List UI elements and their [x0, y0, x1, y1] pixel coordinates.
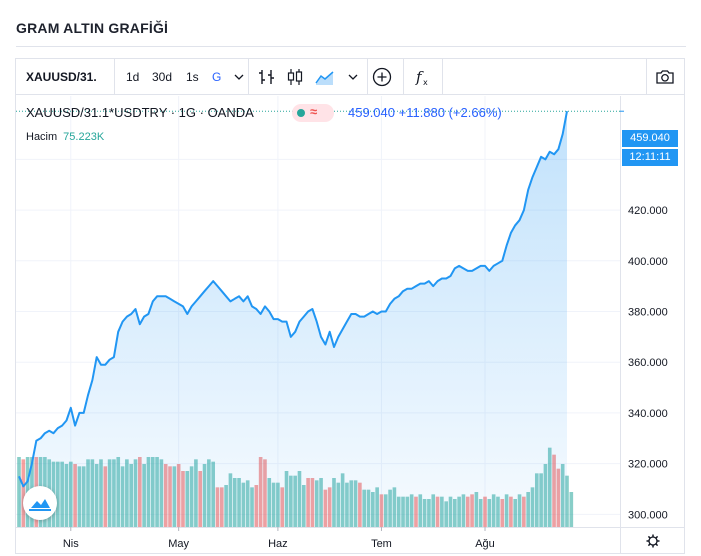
svg-text:x: x — [423, 78, 428, 87]
toolbar-divider — [442, 59, 443, 94]
volume-bar — [569, 492, 574, 527]
svg-text:f: f — [415, 68, 424, 86]
function-icon[interactable]: f x — [411, 66, 433, 88]
x-tick-label: Nis — [63, 538, 79, 550]
legend-symbol: XAUUSD/31.1*USDTRY · 1G · OANDA — [26, 105, 254, 120]
x-tick-label: Haz — [268, 538, 288, 550]
volume-label: Hacim — [26, 131, 58, 143]
area-chart-icon[interactable] — [314, 66, 336, 88]
add-circle-icon[interactable] — [371, 66, 393, 88]
y-tick-label: 420.000 — [628, 205, 668, 217]
y-tick-label: 360.000 — [628, 357, 668, 369]
camera-icon[interactable] — [654, 66, 676, 88]
x-tick-label: Ağu — [475, 538, 495, 550]
y-tick-label: 300.000 — [628, 509, 668, 521]
title-divider — [16, 46, 686, 47]
x-tick-label: May — [168, 538, 189, 550]
candles-icon[interactable] — [284, 66, 306, 88]
range-1d-button[interactable]: 1d — [126, 70, 140, 84]
range-1s-button[interactable]: 1s — [186, 70, 199, 84]
chart-widget — [15, 58, 685, 554]
y-tick-label: 380.000 — [628, 307, 668, 319]
logo-icon — [29, 499, 51, 511]
y-tick-label: 400.000 — [628, 256, 668, 268]
legend-price: 459.040 +11.880 (+2.66%) — [348, 105, 502, 120]
bars-icon[interactable] — [256, 66, 278, 88]
symbol-search-button[interactable]: XAUUSD/31. — [26, 70, 97, 84]
range-30d-button[interactable]: 30d — [152, 70, 173, 84]
market-status-badge[interactable]: ≈ — [292, 104, 334, 122]
toolbar-divider — [403, 59, 404, 94]
price-area — [19, 111, 567, 527]
y-tick-label: 320.000 — [628, 459, 668, 471]
page-title: GRAM ALTIN GRAFİĞİ — [16, 20, 169, 36]
tradingview-logo[interactable] — [23, 486, 57, 520]
x-tick-label: Tem — [371, 538, 392, 550]
countdown-tag: 12:11:11 — [622, 149, 678, 166]
toolbar-divider — [646, 59, 647, 94]
interval-button[interactable]: G — [212, 70, 222, 84]
price-line — [18, 111, 568, 488]
chevron-down-icon[interactable] — [228, 66, 250, 88]
settings-gear-icon[interactable] — [646, 534, 660, 548]
y-tick-label: 340.000 — [628, 408, 668, 420]
toolbar-divider — [114, 59, 115, 94]
status-dot-icon — [297, 109, 305, 117]
volume-value: 75.223K — [63, 131, 105, 143]
chart-toolbar: XAUUSD/31. 1d 30d 1s G f x — [16, 59, 684, 95]
wave-icon: ≈ — [310, 104, 318, 119]
chevron-down-icon[interactable] — [342, 66, 364, 88]
toolbar-divider — [248, 59, 249, 94]
toolbar-divider — [367, 59, 368, 94]
last-price-tag: 459.040 — [622, 130, 678, 147]
volume-legend: Hacim 75.223K — [26, 131, 104, 143]
